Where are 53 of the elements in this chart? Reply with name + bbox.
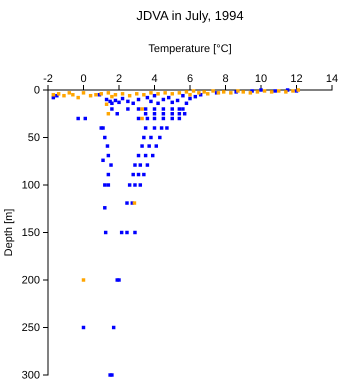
- x-tick-label: 0: [80, 73, 87, 85]
- x-tick-label: -2: [43, 73, 53, 85]
- x-tick-label: 2: [116, 73, 122, 85]
- point: [156, 92, 160, 96]
- point: [110, 94, 114, 98]
- y-tick-label: 200: [22, 274, 40, 287]
- point: [184, 90, 188, 94]
- point: [206, 92, 210, 96]
- point: [229, 91, 233, 95]
- point: [270, 90, 274, 94]
- point: [211, 89, 215, 93]
- y-tick-label: 50: [28, 132, 40, 144]
- point: [52, 93, 56, 96]
- point: [178, 91, 182, 95]
- point: [106, 91, 110, 95]
- point: [242, 90, 245, 94]
- y-axis-title: Depth [m]: [3, 208, 15, 256]
- point: [291, 89, 295, 93]
- y-tick-label: 250: [22, 322, 40, 334]
- point: [106, 112, 110, 116]
- point: [120, 92, 124, 96]
- x-tick-label: 14: [326, 73, 338, 85]
- point: [68, 91, 72, 95]
- point: [114, 93, 118, 96]
- x-tick-label: 12: [290, 73, 303, 85]
- x-axis-title: Temperature [°C]: [148, 43, 232, 55]
- point: [163, 91, 167, 95]
- point: [277, 89, 280, 93]
- point: [135, 92, 138, 96]
- point: [94, 93, 98, 96]
- point: [149, 91, 153, 95]
- point: [104, 102, 108, 106]
- point: [128, 94, 132, 98]
- point: [88, 94, 92, 98]
- point: [202, 90, 206, 94]
- point: [192, 89, 196, 93]
- point: [222, 90, 226, 94]
- point: [142, 93, 146, 96]
- y-tick-label: 150: [22, 227, 40, 240]
- point: [62, 94, 66, 98]
- chart-title: JDVA in July, 1994: [136, 8, 244, 23]
- y-tick-label: 0: [34, 84, 40, 97]
- point: [76, 96, 80, 100]
- x-tick-label: 4: [151, 73, 158, 85]
- point: [71, 93, 75, 96]
- x-tick-label: 10: [254, 73, 268, 85]
- y-tick-label: 300: [22, 370, 40, 382]
- point: [256, 90, 260, 94]
- y-tick-label: 100: [22, 180, 40, 192]
- x-tick-label: 6: [186, 73, 194, 85]
- point: [170, 92, 174, 96]
- point: [262, 89, 266, 93]
- x-tick-label: 8: [222, 73, 229, 85]
